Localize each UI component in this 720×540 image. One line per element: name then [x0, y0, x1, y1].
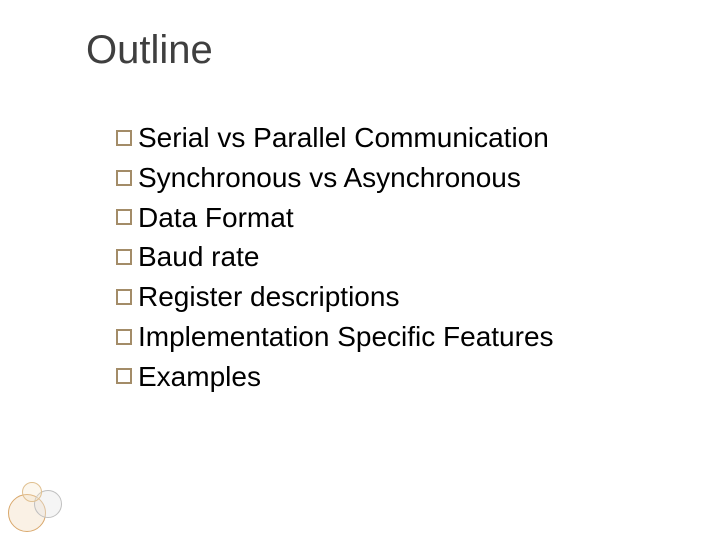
list-item-label: Synchronous vs Asynchronous — [138, 158, 521, 198]
list-item-label: Baud rate — [138, 237, 259, 277]
list-item: Register descriptions — [116, 277, 554, 317]
list-item-label: Implementation Specific Features — [138, 317, 554, 357]
list-item-label: Serial vs Parallel Communication — [138, 118, 549, 158]
slide-title: Outline — [86, 28, 213, 73]
circle-icon — [22, 482, 42, 502]
list-item: Data Format — [116, 198, 554, 238]
square-bullet-icon — [116, 170, 132, 186]
square-bullet-icon — [116, 209, 132, 225]
decorative-circles — [8, 472, 68, 532]
list-item: Baud rate — [116, 237, 554, 277]
list-item: Examples — [116, 357, 554, 397]
list-item-label: Data Format — [138, 198, 294, 238]
list-item: Synchronous vs Asynchronous — [116, 158, 554, 198]
square-bullet-icon — [116, 249, 132, 265]
square-bullet-icon — [116, 289, 132, 305]
list-item: Implementation Specific Features — [116, 317, 554, 357]
outline-list: Serial vs Parallel Communication Synchro… — [116, 118, 554, 396]
square-bullet-icon — [116, 130, 132, 146]
list-item-label: Register descriptions — [138, 277, 399, 317]
square-bullet-icon — [116, 329, 132, 345]
list-item: Serial vs Parallel Communication — [116, 118, 554, 158]
square-bullet-icon — [116, 368, 132, 384]
list-item-label: Examples — [138, 357, 261, 397]
